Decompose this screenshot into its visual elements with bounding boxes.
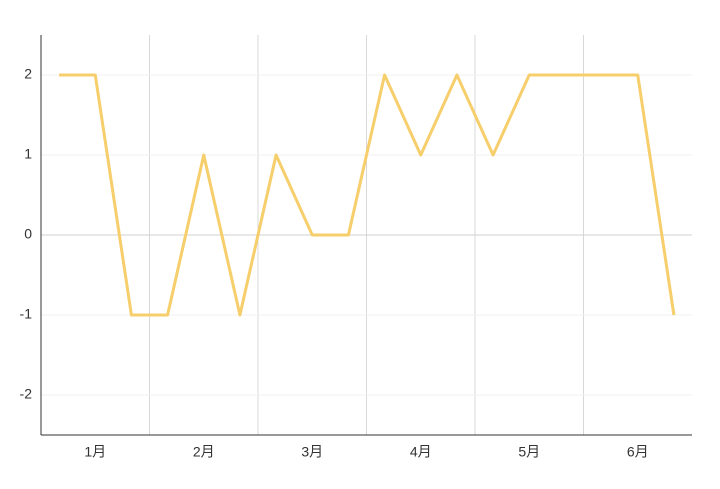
y-tick-label: 2 (24, 66, 32, 82)
x-tick-label: 5月 (518, 444, 540, 460)
x-tick-label: 6月 (627, 444, 649, 460)
y-tick-label: 1 (24, 146, 32, 162)
y-tick-label: -2 (20, 386, 33, 402)
x-tick-label: 2月 (193, 444, 215, 460)
data-line (59, 73, 676, 317)
x-tick-label: 4月 (410, 444, 432, 460)
y-tick-label: -1 (20, 306, 33, 322)
x-tick-label: 1月 (84, 444, 106, 460)
y-tick-label: 0 (24, 226, 32, 242)
x-tick-label: 3月 (301, 444, 323, 460)
